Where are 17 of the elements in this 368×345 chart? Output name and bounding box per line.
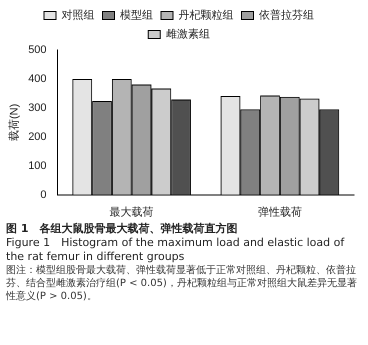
y-tick-label: 300 <box>28 102 47 114</box>
legend-label: 丹杞颗粒组 <box>178 8 234 22</box>
y-tick-label: 0 <box>40 188 47 201</box>
text: Figure 1 Histogram of the maximum load and elastic load of the rat femur in different groups <box>6 236 346 264</box>
legend-label: 模型组 <box>120 8 153 22</box>
legend-label: 对照组 <box>62 8 94 22</box>
text: 图 1 各组大鼠股骨最大载荷、弹性载荷直方图 <box>6 222 238 236</box>
x-tick-label: 最大载荷 <box>110 205 154 218</box>
legend-label: 依普拉芬组 <box>259 8 314 22</box>
y-axis-title: 载荷(N) <box>8 104 21 142</box>
y-tick-label: 200 <box>28 130 47 143</box>
legend-label: 雌激素组 <box>166 27 210 40</box>
y-tick-label: 100 <box>28 160 47 172</box>
text: 图注：模型组股骨最大载荷、弹性载荷显著低于正常对照组、丹杞颗粒、依普拉芬、结合型雌激素治疗组(P < 0.05)，丹杞颗粒组与正常对照组大鼠差异无显著性意义(P > 0.05)。 <box>6 264 358 303</box>
y-tick-label: 400 <box>28 72 47 85</box>
x-tick-label: 弹性载荷 <box>258 205 302 218</box>
y-tick-label: 500 <box>28 44 47 56</box>
